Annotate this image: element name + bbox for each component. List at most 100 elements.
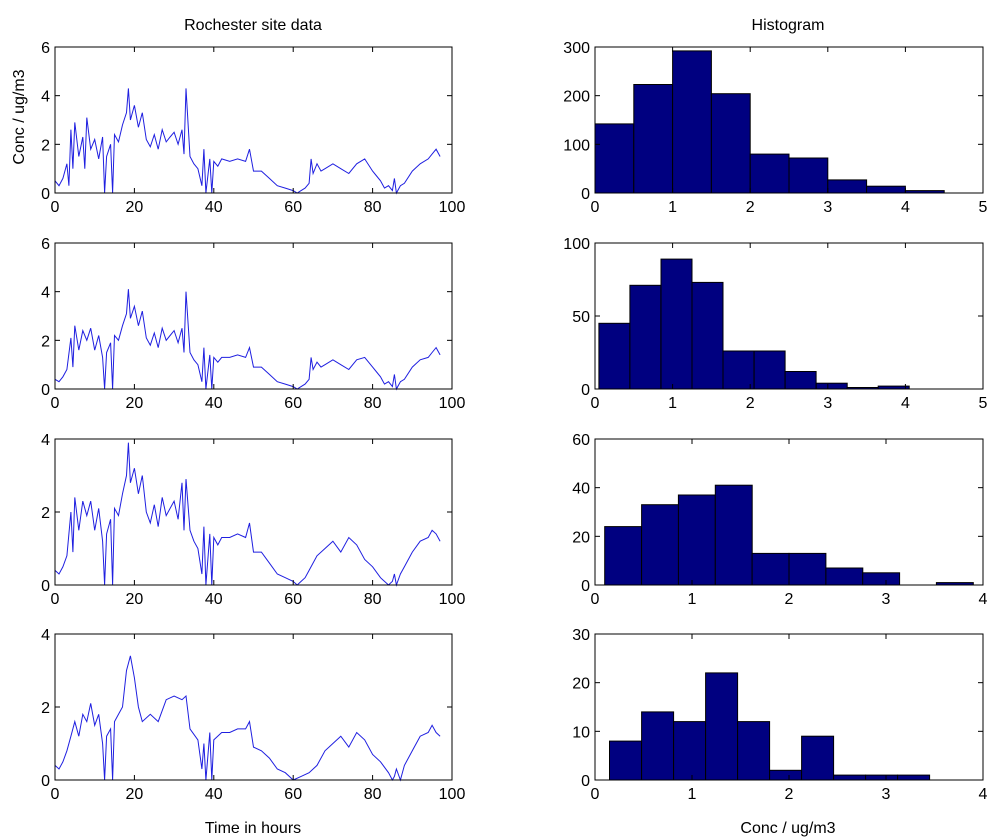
- histogram-bar: [714, 484, 753, 586]
- series-line: [54, 289, 441, 391]
- y-tick-label: 6: [41, 40, 50, 57]
- histogram-bar: [833, 774, 867, 781]
- x-tick-label: 0: [51, 199, 60, 216]
- histogram-bar: [825, 567, 864, 586]
- x-tick-label: 3: [823, 395, 832, 412]
- x-tick-label: 20: [126, 395, 144, 412]
- x-tick-label: 80: [364, 591, 382, 608]
- x-tick-label: 0: [51, 786, 60, 803]
- axes-box: [54, 46, 453, 194]
- x-tick-label: 1: [668, 199, 677, 216]
- x-tick-label: 1: [668, 395, 677, 412]
- y-tick-label: 100: [563, 236, 590, 253]
- right-column-title: Histogram: [752, 17, 825, 34]
- histogram-bar: [801, 735, 835, 781]
- panel-1: 0 20 40 60 80 100 0 2 4 6: [41, 40, 465, 216]
- x-tick-label: 5: [979, 199, 988, 216]
- x-tick-label: 2: [785, 786, 794, 803]
- histogram-bar: [815, 382, 848, 390]
- x-tick-label: 0: [51, 395, 60, 412]
- x-tick-label: 60: [284, 199, 302, 216]
- histogram-bar: [897, 774, 931, 781]
- x-tick-label: 20: [126, 591, 144, 608]
- y-tick-label: 30: [572, 627, 590, 644]
- y-axis-label: Conc / ug/m3: [11, 69, 28, 164]
- histogram-bar: [633, 84, 674, 194]
- series-line: [54, 442, 441, 587]
- x-tick-label: 40: [205, 786, 223, 803]
- y-tick-label: 0: [581, 186, 590, 203]
- series-line: [54, 655, 441, 782]
- y-tick-label: 0: [41, 773, 50, 790]
- y-tick-label: 4: [41, 89, 50, 106]
- y-tick-label: 60: [572, 432, 590, 449]
- histogram-bar: [722, 350, 755, 390]
- y-tick-label: 0: [581, 382, 590, 399]
- histogram-bar: [598, 322, 631, 390]
- x-axis-label-conc: Conc / ug/m3: [740, 820, 835, 837]
- histogram-bar: [827, 179, 868, 194]
- y-tick-label: 200: [563, 89, 590, 106]
- histogram-bar: [862, 572, 901, 586]
- x-tick-label: 60: [284, 395, 302, 412]
- panel-7: 0 20 40 60 80 100 0 2 4: [41, 627, 465, 803]
- y-tick-label: 0: [581, 773, 590, 790]
- x-tick-label: 20: [126, 199, 144, 216]
- series-line: [54, 88, 441, 195]
- panel-2: 0 1 2 3 4 5 0 100 200 300: [563, 40, 987, 216]
- histogram-bar: [784, 371, 817, 390]
- x-tick-label: 80: [364, 786, 382, 803]
- histogram-bar: [629, 284, 662, 390]
- x-tick-label: 100: [439, 199, 466, 216]
- y-tick-label: 0: [41, 578, 50, 595]
- x-tick-label: 100: [439, 591, 466, 608]
- y-tick-label: 2: [41, 333, 50, 350]
- x-tick-label: 2: [746, 199, 755, 216]
- x-tick-label: 3: [882, 786, 891, 803]
- histogram-bar: [691, 281, 724, 390]
- x-tick-label: 2: [785, 591, 794, 608]
- x-tick-label: 4: [979, 786, 988, 803]
- x-tick-label: 80: [364, 395, 382, 412]
- x-tick-label: 40: [205, 395, 223, 412]
- x-tick-label: 3: [823, 199, 832, 216]
- histogram-bar: [866, 185, 906, 194]
- histogram-bar: [753, 350, 786, 390]
- histogram-bar: [705, 672, 739, 781]
- x-tick-label: 1: [688, 786, 697, 803]
- histogram-bar: [673, 721, 707, 781]
- panel-5: 0 20 40 60 80 100 0 2 4: [41, 432, 465, 608]
- y-tick-label: 2: [41, 700, 50, 717]
- x-tick-label: 0: [591, 786, 600, 803]
- y-tick-label: 20: [572, 676, 590, 693]
- y-tick-label: 4: [41, 432, 50, 449]
- histogram-bar: [609, 740, 642, 781]
- x-tick-label: 80: [364, 199, 382, 216]
- x-tick-label: 0: [51, 591, 60, 608]
- histogram-bar: [604, 526, 643, 586]
- histogram-bar: [751, 552, 790, 586]
- y-tick-label: 300: [563, 40, 590, 57]
- y-tick-label: 4: [41, 627, 50, 644]
- histogram-bar: [641, 711, 675, 781]
- y-tick-label: 20: [572, 529, 590, 546]
- x-tick-label: 20: [126, 786, 144, 803]
- histogram-bar: [710, 93, 751, 194]
- panel-8: 0 1 2 3 4 0 10 20 30: [572, 627, 987, 803]
- x-axis-label-time: Time in hours: [205, 820, 301, 837]
- x-tick-label: 100: [439, 395, 466, 412]
- x-tick-label: 0: [591, 395, 600, 412]
- histogram-bar: [749, 153, 790, 194]
- x-tick-label: 2: [746, 395, 755, 412]
- histogram-bar: [769, 769, 803, 781]
- axes-box: [594, 46, 984, 194]
- x-tick-label: 4: [979, 591, 988, 608]
- y-tick-label: 0: [41, 382, 50, 399]
- x-tick-label: 4: [901, 395, 910, 412]
- histogram-bar: [641, 504, 679, 586]
- x-tick-label: 40: [205, 199, 223, 216]
- histogram-bar: [672, 50, 712, 194]
- x-tick-label: 3: [882, 591, 891, 608]
